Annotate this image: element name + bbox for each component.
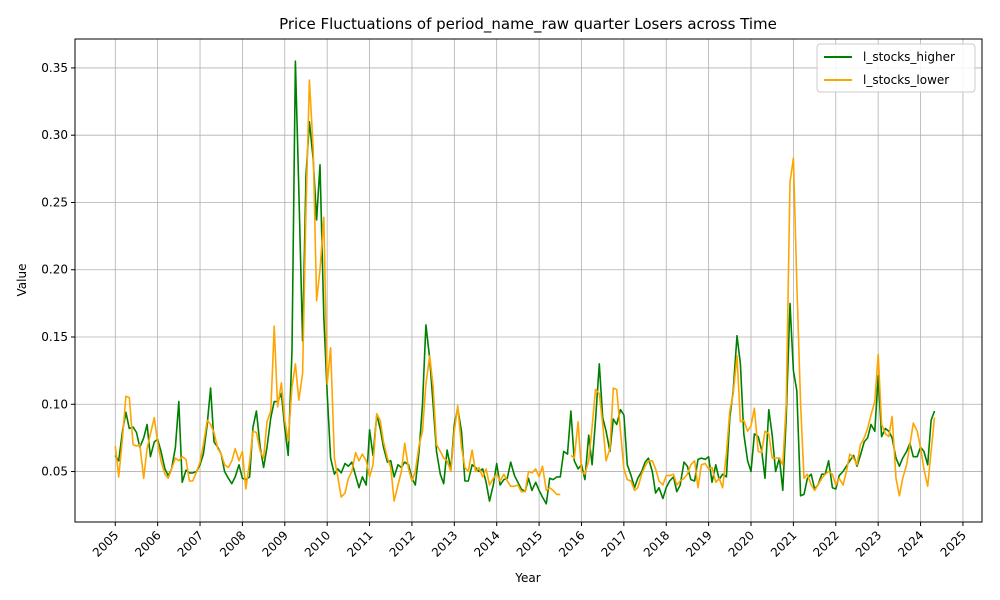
y-axis-ticks: 0.05 0.10 0.15 0.20 0.25 0.30 0.35	[41, 61, 75, 479]
y-axis-label: Value	[15, 264, 29, 297]
y-tick-label: 0.20	[41, 263, 68, 277]
legend-box	[816, 43, 976, 93]
chart-title: Price Fluctuations of period_name_raw qu…	[279, 15, 777, 34]
y-tick-label: 0.05	[41, 465, 68, 479]
y-tick-label: 0.10	[41, 397, 68, 411]
y-tick-label: 0.35	[41, 61, 68, 75]
series-line-l-stocks-lower	[114, 79, 561, 502]
legend: l_stocks_higher l_stocks_lower	[816, 43, 976, 93]
series-lines	[114, 60, 936, 505]
y-tick-label: 0.15	[41, 330, 68, 344]
plot-frame	[74, 38, 983, 523]
legend-label-higher: l_stocks_higher	[863, 50, 955, 64]
x-axis-label: Year	[514, 571, 540, 585]
legend-label-lower: l_stocks_lower	[863, 73, 949, 87]
y-tick-label: 0.25	[41, 195, 68, 209]
series-line-l-stocks-lower	[570, 157, 936, 497]
y-tick-label: 0.30	[41, 128, 68, 142]
